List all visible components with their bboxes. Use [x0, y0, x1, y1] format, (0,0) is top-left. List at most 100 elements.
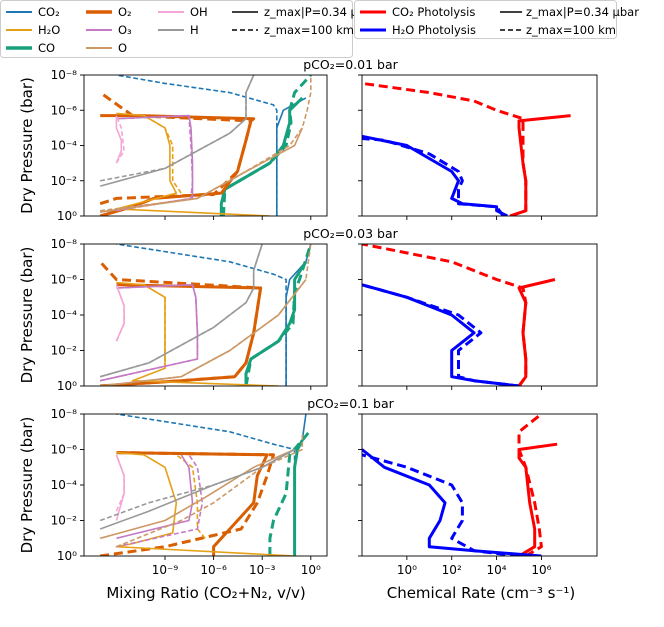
- legend-label: CO₂ Photolysis: [392, 5, 475, 19]
- series-line-o-dashed: [100, 75, 312, 212]
- y-tick-label: 10⁻⁴: [51, 478, 78, 492]
- right-panel-series: [362, 244, 556, 386]
- series-line-h-dashed: [100, 75, 255, 182]
- series-line-o-solid: [99, 448, 295, 540]
- y-tick-label: 10⁰: [57, 549, 77, 563]
- y-tick-label: 10⁰: [57, 209, 77, 223]
- series-line-o-dashed: [116, 431, 304, 548]
- series-line-co-dashed: [244, 244, 313, 386]
- series-line-h2o-photolysis-solid: [362, 283, 520, 386]
- y-tick-label: 10⁻⁶: [51, 103, 78, 117]
- legend-label: O₂: [118, 5, 132, 19]
- series-line-co-dashed: [268, 430, 311, 556]
- legend-box-right: [354, 0, 617, 39]
- x-axis-label-left: Mixing Ratio (CO₂+N₂, v/v): [106, 584, 305, 602]
- legend-label: CO₂: [38, 5, 60, 19]
- series-line-h2o-dashed: [143, 284, 166, 369]
- series-line-co2-photolysis-solid: [509, 114, 571, 216]
- x-tick-label: 10²: [442, 563, 462, 577]
- x-tick-label: 10⁻³: [249, 563, 276, 577]
- series-line-oh-dashed: [115, 115, 125, 164]
- y-tick-label: 10⁻²: [51, 344, 78, 358]
- left-axes-frame: [83, 243, 328, 387]
- left-panel-series: [99, 75, 312, 216]
- series-line-h2o-photolysis-dashed: [362, 137, 505, 216]
- y-tick-label: 10⁻⁸: [51, 237, 78, 251]
- series-line-co2-photolysis-dashed: [517, 414, 543, 556]
- x-tick-label: 10⁰: [397, 563, 417, 577]
- x-tick-label: 10⁴: [487, 563, 507, 577]
- series-line-h2o-dashed: [175, 454, 206, 539]
- y-tick-label: 10⁻²: [51, 174, 78, 188]
- left-axes-frame: [83, 413, 328, 557]
- x-axis-label-right: Chemical Rate (cm⁻³ s⁻¹): [387, 584, 576, 602]
- series-line-h2o-dashed: [143, 114, 182, 194]
- series-line-h2o-photolysis-solid: [362, 448, 542, 556]
- series-line-oh-solid: [115, 115, 123, 164]
- panel-title: pCO₂=0.03 bar: [303, 226, 398, 241]
- series-line-co2-dashed: [116, 75, 278, 216]
- series-line-h2o-photolysis-dashed: [362, 283, 520, 386]
- series-line-o-dashed: [100, 244, 312, 386]
- series-line-oh-dashed: [115, 454, 125, 512]
- series-line-co-dashed: [221, 75, 312, 216]
- series-line-o2-dashed: [99, 451, 275, 556]
- legend-label: O: [118, 41, 127, 55]
- right-axes-frame: [361, 74, 598, 217]
- series-line-o3-solid: [100, 283, 199, 382]
- legend-label: CO: [38, 41, 55, 55]
- series-line-o2-solid: [100, 283, 263, 386]
- y-tick-label: 10⁰: [57, 379, 77, 393]
- series-line-h-dashed: [99, 448, 295, 522]
- legend-label: z_max|P=0.34 μbar: [526, 5, 639, 19]
- series-line-h-dashed: [99, 244, 263, 378]
- legend-label: OH: [190, 5, 208, 19]
- series-line-co2-dashed: [116, 414, 296, 556]
- x-tick-label: 10⁻⁶: [200, 563, 227, 577]
- series-line-h2o-solid: [116, 281, 279, 386]
- series-line-h-solid: [99, 75, 255, 187]
- right-axes-frame: [361, 243, 598, 387]
- series-line-o-solid: [100, 127, 304, 213]
- y-axis-label: Dry Pressure (bar): [18, 417, 36, 554]
- series-line-oh-dashed: [115, 284, 125, 342]
- series-line-h2o-photolysis-dashed: [362, 453, 520, 556]
- series-line-co2-solid: [285, 244, 312, 386]
- series-line-co2-photolysis-dashed: [362, 81, 528, 216]
- series-line-co2-photolysis-dashed: [362, 244, 528, 386]
- right-axes-frame: [361, 413, 598, 557]
- legend-label: O₃: [118, 23, 132, 37]
- series-line-co2-dashed: [116, 244, 287, 386]
- y-tick-label: 10⁻⁴: [51, 308, 78, 322]
- legend-label: z_max=100 km: [526, 23, 616, 37]
- y-tick-label: 10⁻⁸: [51, 68, 78, 82]
- series-line-co-solid: [219, 96, 304, 216]
- series-line-o3-solid: [116, 454, 194, 540]
- y-tick-label: 10⁻²: [51, 514, 78, 528]
- right-panel-series: [362, 81, 571, 216]
- y-tick-label: 10⁻⁶: [51, 443, 78, 457]
- legend-label: H₂O Photolysis: [392, 23, 476, 37]
- x-tick-label: 10⁰: [301, 563, 321, 577]
- series-line-co2-solid: [293, 414, 307, 556]
- y-tick-label: 10⁻⁴: [51, 139, 78, 153]
- series-line-h2o-photolysis-solid: [362, 134, 508, 216]
- right-panel-series: [362, 414, 558, 556]
- left-panel-series: [99, 414, 311, 556]
- left-panel-series: [99, 244, 313, 386]
- legend-label: H₂O: [38, 23, 60, 37]
- series-line-o3-dashed: [100, 283, 199, 382]
- y-tick-label: 10⁻⁶: [51, 273, 78, 287]
- panel-title: pCO₂=0.01 bar: [303, 57, 398, 72]
- y-tick-label: 10⁻⁸: [51, 407, 78, 421]
- y-axis-label: Dry Pressure (bar): [18, 247, 36, 384]
- legend-label: z_max|P=0.34 μbar: [264, 5, 377, 19]
- legend-label: H: [190, 23, 199, 37]
- x-tick-label: 10⁶: [531, 563, 551, 577]
- series-line-co-solid: [293, 439, 304, 556]
- series-line-o2-solid: [116, 451, 269, 556]
- panel-title: pCO₂=0.1 bar: [307, 396, 394, 411]
- y-axis-label: Dry Pressure (bar): [18, 77, 36, 214]
- x-tick-label: 10⁻⁹: [152, 563, 179, 577]
